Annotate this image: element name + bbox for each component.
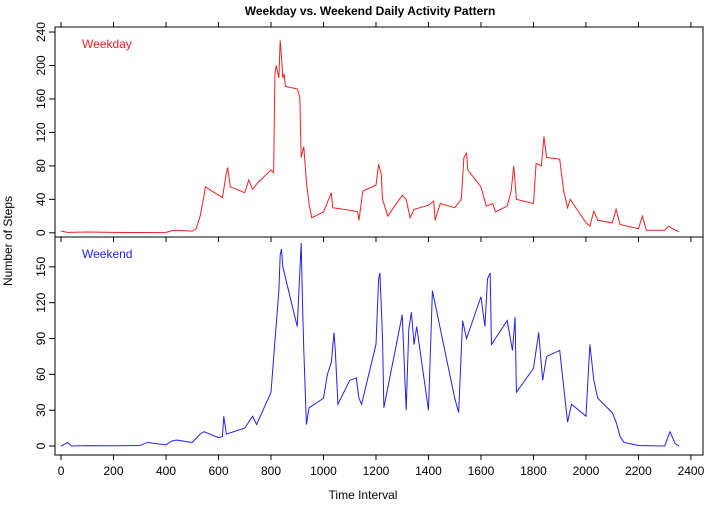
chart-title: Weekday vs. Weekend Daily Activity Patte… <box>245 4 496 18</box>
x-tick-label: 200 <box>104 464 124 478</box>
x-axis-label: Time Interval <box>329 488 398 502</box>
y-tick-label: 90 <box>34 332 48 346</box>
y-tick-label: 40 <box>34 192 48 206</box>
y-tick-label: 0 <box>34 442 48 449</box>
y-tick-label: 0 <box>34 229 48 236</box>
x-tick-label: 1400 <box>415 464 442 478</box>
panel-frame <box>54 236 704 456</box>
panel-frame <box>54 26 704 238</box>
y-tick-label: 120 <box>34 292 48 312</box>
x-tick-label: 2400 <box>678 464 705 478</box>
x-tick-label: 0 <box>58 464 65 478</box>
legend-label: Weekday <box>82 37 132 51</box>
y-axis-label: Number of Steps <box>1 196 15 286</box>
y-tick-label: 30 <box>34 403 48 417</box>
line <box>60 40 680 233</box>
y-tick-label: 150 <box>34 257 48 277</box>
x-tick-label: 2200 <box>625 464 652 478</box>
y-tick-label: 200 <box>34 55 48 75</box>
y-tick-label: 120 <box>34 122 48 142</box>
y-tick-label: 60 <box>34 367 48 381</box>
x-tick-label: 1200 <box>363 464 390 478</box>
y-tick-label: 80 <box>34 159 48 173</box>
y-tick-label: 240 <box>34 22 48 42</box>
x-tick-label: 1000 <box>310 464 337 478</box>
x-tick-label: 800 <box>261 464 281 478</box>
x-tick-label: 1800 <box>520 464 547 478</box>
line <box>60 242 680 447</box>
x-tick-label: 1600 <box>468 464 495 478</box>
y-tick-label: 160 <box>34 89 48 109</box>
x-tick-label: 2000 <box>573 464 600 478</box>
x-tick-label: 600 <box>208 464 228 478</box>
x-tick-label: 400 <box>156 464 176 478</box>
legend-label: Weekend <box>82 247 132 261</box>
